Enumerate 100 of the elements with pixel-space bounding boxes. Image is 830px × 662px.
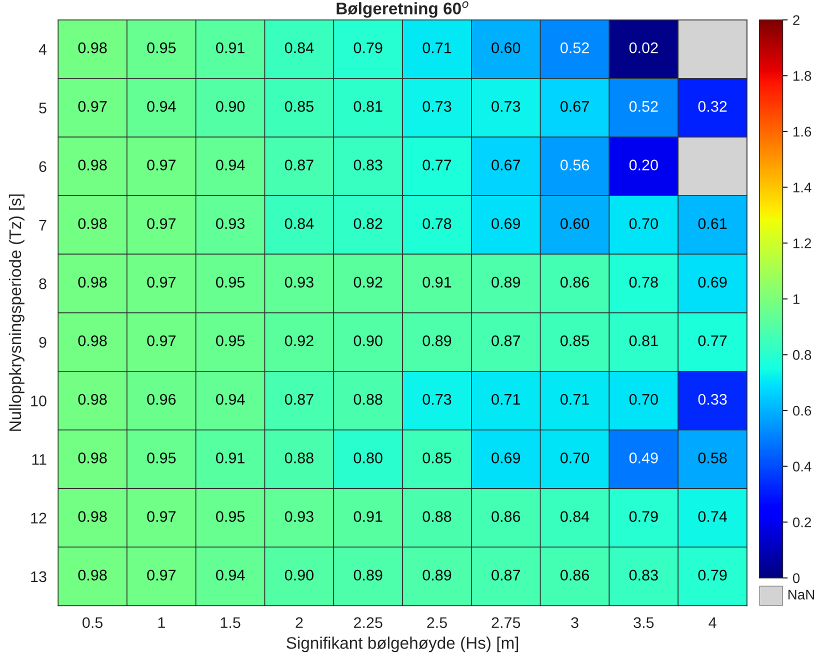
data-label: 0.73 xyxy=(422,394,452,405)
data-label: 0.94 xyxy=(216,394,245,405)
data-label: 0.20 xyxy=(629,160,658,170)
data-label: 0.85 xyxy=(284,101,314,112)
data-label: 0.98 xyxy=(78,570,107,581)
chart-title: Bølgeretning 60$^{o}$ xyxy=(336,1,468,18)
data-label: 0.97 xyxy=(147,160,176,170)
color-bar-label: 0 xyxy=(792,573,800,584)
data-label: 0.60 xyxy=(560,218,590,230)
data-label: 0.67 xyxy=(492,160,520,170)
data-label: 0.89 xyxy=(422,570,452,581)
data-label: 0.94 xyxy=(147,101,176,112)
color-bar-label: 0.4 xyxy=(792,462,812,472)
data-label: 0.93 xyxy=(284,511,314,522)
data-label: 0.98 xyxy=(78,452,107,464)
data-label: 0.86 xyxy=(560,276,589,288)
data-label: 0.85 xyxy=(560,335,590,346)
data-label: 0.70 xyxy=(560,452,590,464)
color-bar-label: 0.8 xyxy=(792,350,812,360)
color-bar-label: 1.4 xyxy=(793,182,812,192)
data-label: 0.95 xyxy=(216,511,245,522)
y-tick-label: 6 xyxy=(39,161,46,172)
x-tick-label: 2.75 xyxy=(492,617,520,628)
data-label: 0.97 xyxy=(147,335,176,346)
y-tick-label: 7 xyxy=(39,220,46,230)
data-label: 0.91 xyxy=(216,42,244,54)
data-label: 0.89 xyxy=(492,276,520,288)
color-bar-label: 0.2 xyxy=(792,517,812,528)
data-label: 0.89 xyxy=(354,570,382,581)
data-label: 0.71 xyxy=(560,394,589,405)
data-label: 0.81 xyxy=(354,101,382,112)
data-label: 0.32 xyxy=(698,101,727,112)
data-label: 0.71 xyxy=(422,42,452,54)
data-label: 0.98 xyxy=(78,335,107,346)
y-tick-label: 10 xyxy=(31,396,46,406)
data-label: 0.69 xyxy=(698,276,727,288)
data-label: 0.33 xyxy=(698,394,727,405)
data-label: 0.90 xyxy=(216,101,245,112)
data-label: 0.98 xyxy=(78,218,107,230)
data-label: 0.91 xyxy=(354,511,382,522)
data-label: 0.77 xyxy=(422,160,452,170)
data-label: 0.84 xyxy=(284,42,314,54)
data-label: 0.82 xyxy=(354,218,382,230)
data-label: 0.88 xyxy=(354,394,382,405)
data-label: 0.89 xyxy=(422,335,452,346)
data-label: 0.69 xyxy=(492,218,520,230)
data-label: 0.52 xyxy=(629,101,658,112)
color-bar-label: 1.2 xyxy=(793,238,812,248)
data-label: 0.86 xyxy=(492,511,520,522)
data-label: 0.78 xyxy=(629,276,658,288)
data-label: 0.61 xyxy=(698,218,727,230)
color-bar-label: 1.8 xyxy=(793,71,812,81)
x-tick-label: 4 xyxy=(708,617,716,628)
color-bar-label: 0.6 xyxy=(792,406,812,416)
data-label: 0.78 xyxy=(422,218,452,230)
data-label: 0.85 xyxy=(422,452,452,464)
data-label: 0.97 xyxy=(147,570,176,581)
data-label: 0.70 xyxy=(629,394,658,405)
data-label: 0.84 xyxy=(560,511,590,522)
data-label: 0.69 xyxy=(492,452,520,464)
y-tick-label: 13 xyxy=(31,571,46,582)
data-label: 0.52 xyxy=(560,42,589,54)
data-label: 0.95 xyxy=(147,452,176,464)
data-label: 0.56 xyxy=(560,160,589,170)
y-tick-label: 8 xyxy=(39,278,46,290)
data-label: 0.92 xyxy=(354,276,382,288)
y-tick-label: 12 xyxy=(31,512,46,524)
x-tick-label: 3 xyxy=(571,617,578,628)
text: NaN xyxy=(788,590,814,600)
data-label: 0.93 xyxy=(284,276,314,288)
data-label: 0.91 xyxy=(216,452,244,464)
data-label: 0.88 xyxy=(284,452,314,464)
data-label: 0.87 xyxy=(492,335,520,346)
data-label: 0.95 xyxy=(216,335,245,346)
data-label: 0.79 xyxy=(629,511,658,522)
data-label: 0.88 xyxy=(422,511,452,522)
data-label: 0.49 xyxy=(629,452,658,464)
color-bar-label: 2 xyxy=(793,15,800,25)
data-label: 0.90 xyxy=(354,335,382,346)
data-label: 0.97 xyxy=(147,511,176,522)
data-label: 0.97 xyxy=(147,276,176,288)
data-label: 0.73 xyxy=(422,101,452,112)
data-label: 0.93 xyxy=(216,218,245,230)
data-label: 0.94 xyxy=(216,160,245,170)
data-label: 0.83 xyxy=(629,570,658,581)
y-tick-label: 9 xyxy=(39,336,46,348)
data-label: 0.70 xyxy=(629,218,658,230)
data-label: 0.87 xyxy=(284,160,314,170)
x-axis-title: Signifikant bølgehøyde (Hs) [m] xyxy=(286,636,518,652)
data-label: 0.96 xyxy=(147,394,176,405)
data-label: 0.02 xyxy=(629,42,658,54)
x-tick-label: 3.5 xyxy=(634,617,654,628)
data-label: 0.83 xyxy=(354,160,382,170)
data-label: 0.91 xyxy=(422,276,452,288)
y-tick-label: 11 xyxy=(32,454,46,465)
x-tick-label: 2.25 xyxy=(354,617,382,628)
data-label: 0.79 xyxy=(354,42,382,54)
data-label: 0.86 xyxy=(560,570,589,581)
data-label: 0.94 xyxy=(216,570,245,581)
data-label: 0.95 xyxy=(147,42,176,54)
